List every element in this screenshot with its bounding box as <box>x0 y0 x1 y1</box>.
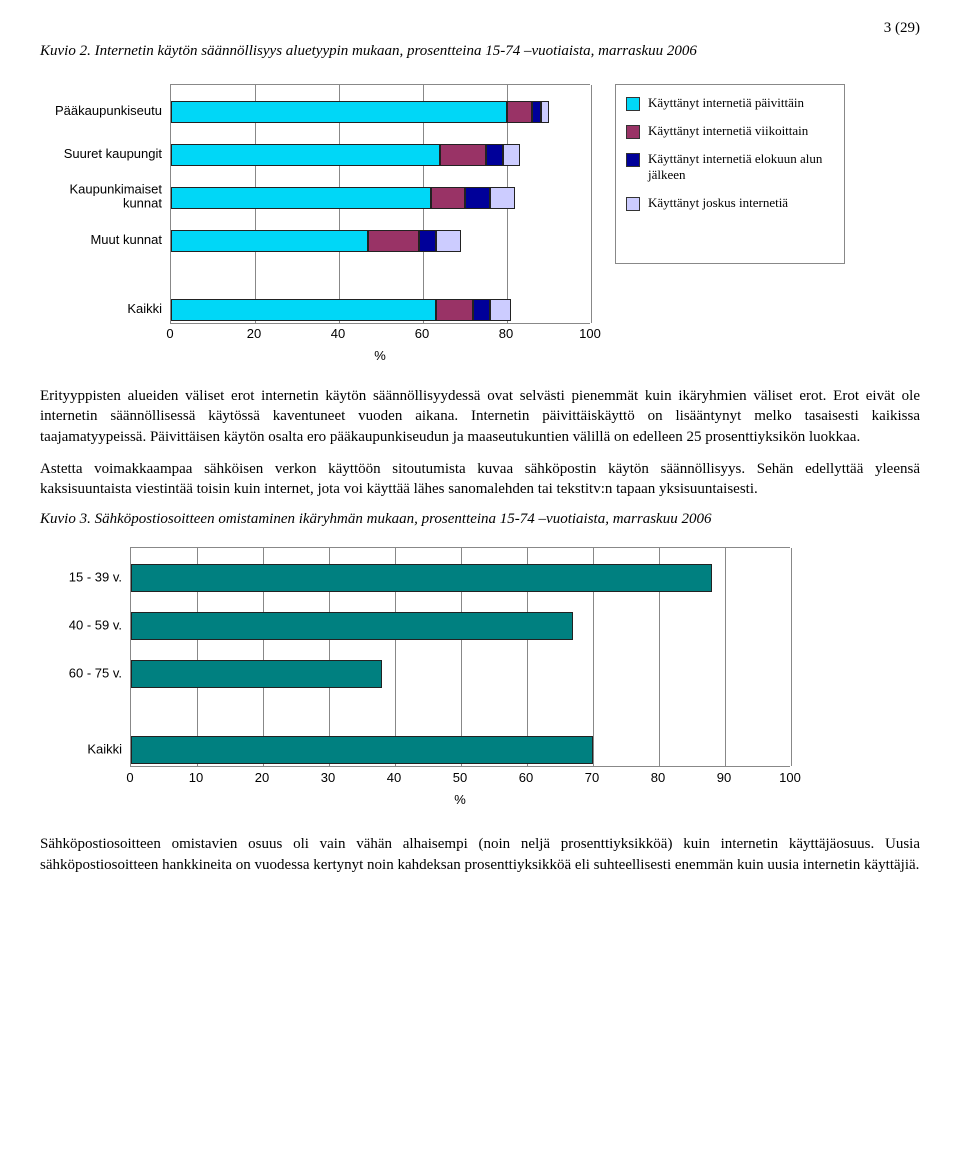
kuvio2-category-label: Kaupunkimaiset kunnat <box>40 183 162 212</box>
legend-item: Käyttänyt internetiä elokuun alun jälkee… <box>626 151 834 183</box>
kuvio2-xtick: 80 <box>499 326 513 341</box>
page-number: 3 (29) <box>40 20 920 37</box>
kuvio3-bar <box>131 736 593 764</box>
kuvio2-bar-segment <box>507 101 532 123</box>
kuvio2-bar-segment <box>171 144 440 166</box>
kuvio3-xtick: 30 <box>321 770 335 785</box>
kuvio3-category-label: 15 - 39 v. <box>69 570 122 585</box>
kuvio3-xtick: 70 <box>585 770 599 785</box>
kuvio2-legend: Käyttänyt internetiä päivittäin Käyttänyt… <box>615 84 845 264</box>
kuvio3-bar <box>131 564 712 592</box>
kuvio2-bar-segment <box>486 144 503 166</box>
kuvio2-category-label: Suuret kaupungit <box>64 147 162 161</box>
kuvio3-chart: 15 - 39 v. 40 - 59 v. 60 - 75 v. Kaikki 0 10… <box>40 542 860 822</box>
kuvio2-bar-segment <box>368 230 418 252</box>
kuvio3-bar <box>131 612 573 640</box>
kuvio3-caption: Kuvio 3. Sähköpostiosoitteen omistaminen… <box>40 511 920 528</box>
kuvio2-category-label: Kaikki <box>127 301 162 315</box>
kuvio2-bar-segment <box>503 144 520 166</box>
kuvio3-category-label: 40 - 59 v. <box>69 617 122 632</box>
kuvio3-xtick: 10 <box>189 770 203 785</box>
legend-item: Käyttänyt internetiä päivittäin <box>626 95 834 111</box>
kuvio3-category-label: Kaikki <box>87 742 122 757</box>
kuvio3-xtick: 100 <box>779 770 801 785</box>
kuvio2-xtick: 60 <box>415 326 429 341</box>
kuvio3-x-title: % <box>130 792 790 807</box>
kuvio2-bar-segment <box>465 187 490 209</box>
legend-item: Käyttänyt internetiä viikoittain <box>626 123 834 139</box>
kuvio2-bar-segment <box>490 187 515 209</box>
kuvio2-bar-segment <box>171 187 431 209</box>
kuvio2-bar-segment <box>473 299 490 321</box>
kuvio2-bar-segment <box>440 144 486 166</box>
kuvio2-xtick: 0 <box>166 326 173 341</box>
legend-item: Käyttänyt joskus internetiä <box>626 195 834 211</box>
kuvio2-bar-segment <box>171 101 507 123</box>
legend-swatch <box>626 125 640 139</box>
kuvio2-bar-segment <box>436 299 474 321</box>
kuvio3-category-label: 60 - 75 v. <box>69 665 122 680</box>
kuvio3-xtick: 90 <box>717 770 731 785</box>
kuvio2-bar-segment <box>490 299 511 321</box>
kuvio3-xtick: 80 <box>651 770 665 785</box>
kuvio2-bar-segment <box>532 101 540 123</box>
kuvio2-bar-segment <box>171 230 368 252</box>
kuvio2-category-label: Muut kunnat <box>90 233 162 247</box>
paragraph-1: Erityyppisten alueiden väliset erot inte… <box>40 386 920 447</box>
legend-label: Käyttänyt internetiä elokuun alun jälkee… <box>648 151 834 183</box>
kuvio2-caption: Kuvio 2. Internetin käytön säännöllisyys… <box>40 43 920 60</box>
kuvio2-bar-segment <box>419 230 436 252</box>
kuvio2-xtick: 20 <box>247 326 261 341</box>
paragraph-2: Astetta voimakkaampaa sähköisen verkon k… <box>40 459 920 500</box>
kuvio2-x-title: % <box>170 348 590 363</box>
kuvio2-xtick: 40 <box>331 326 345 341</box>
kuvio2-category-label: Pääkaupunkiseutu <box>55 104 162 118</box>
kuvio3-xtick: 40 <box>387 770 401 785</box>
legend-label: Käyttänyt internetiä viikoittain <box>648 123 808 139</box>
legend-swatch <box>626 97 640 111</box>
kuvio3-xtick: 60 <box>519 770 533 785</box>
kuvio3-xtick: 0 <box>126 770 133 785</box>
kuvio2-bar-segment <box>436 230 461 252</box>
kuvio2-bar-segment <box>541 101 549 123</box>
kuvio2-bar-segment <box>171 299 436 321</box>
kuvio3-xtick: 20 <box>255 770 269 785</box>
legend-swatch <box>626 197 640 211</box>
kuvio2-bar-segment <box>431 187 465 209</box>
legend-label: Käyttänyt internetiä päivittäin <box>648 95 804 111</box>
kuvio3-bar <box>131 660 382 688</box>
legend-label: Käyttänyt joskus internetiä <box>648 195 788 211</box>
kuvio3-xtick: 50 <box>453 770 467 785</box>
paragraph-3: Sähköpostiosoitteen omistavien osuus oli… <box>40 834 920 875</box>
legend-swatch <box>626 153 640 167</box>
kuvio2-chart: Pääkaupunkiseutu Suuret kaupungit Kaupunki… <box>40 74 860 374</box>
kuvio2-xtick: 100 <box>579 326 601 341</box>
